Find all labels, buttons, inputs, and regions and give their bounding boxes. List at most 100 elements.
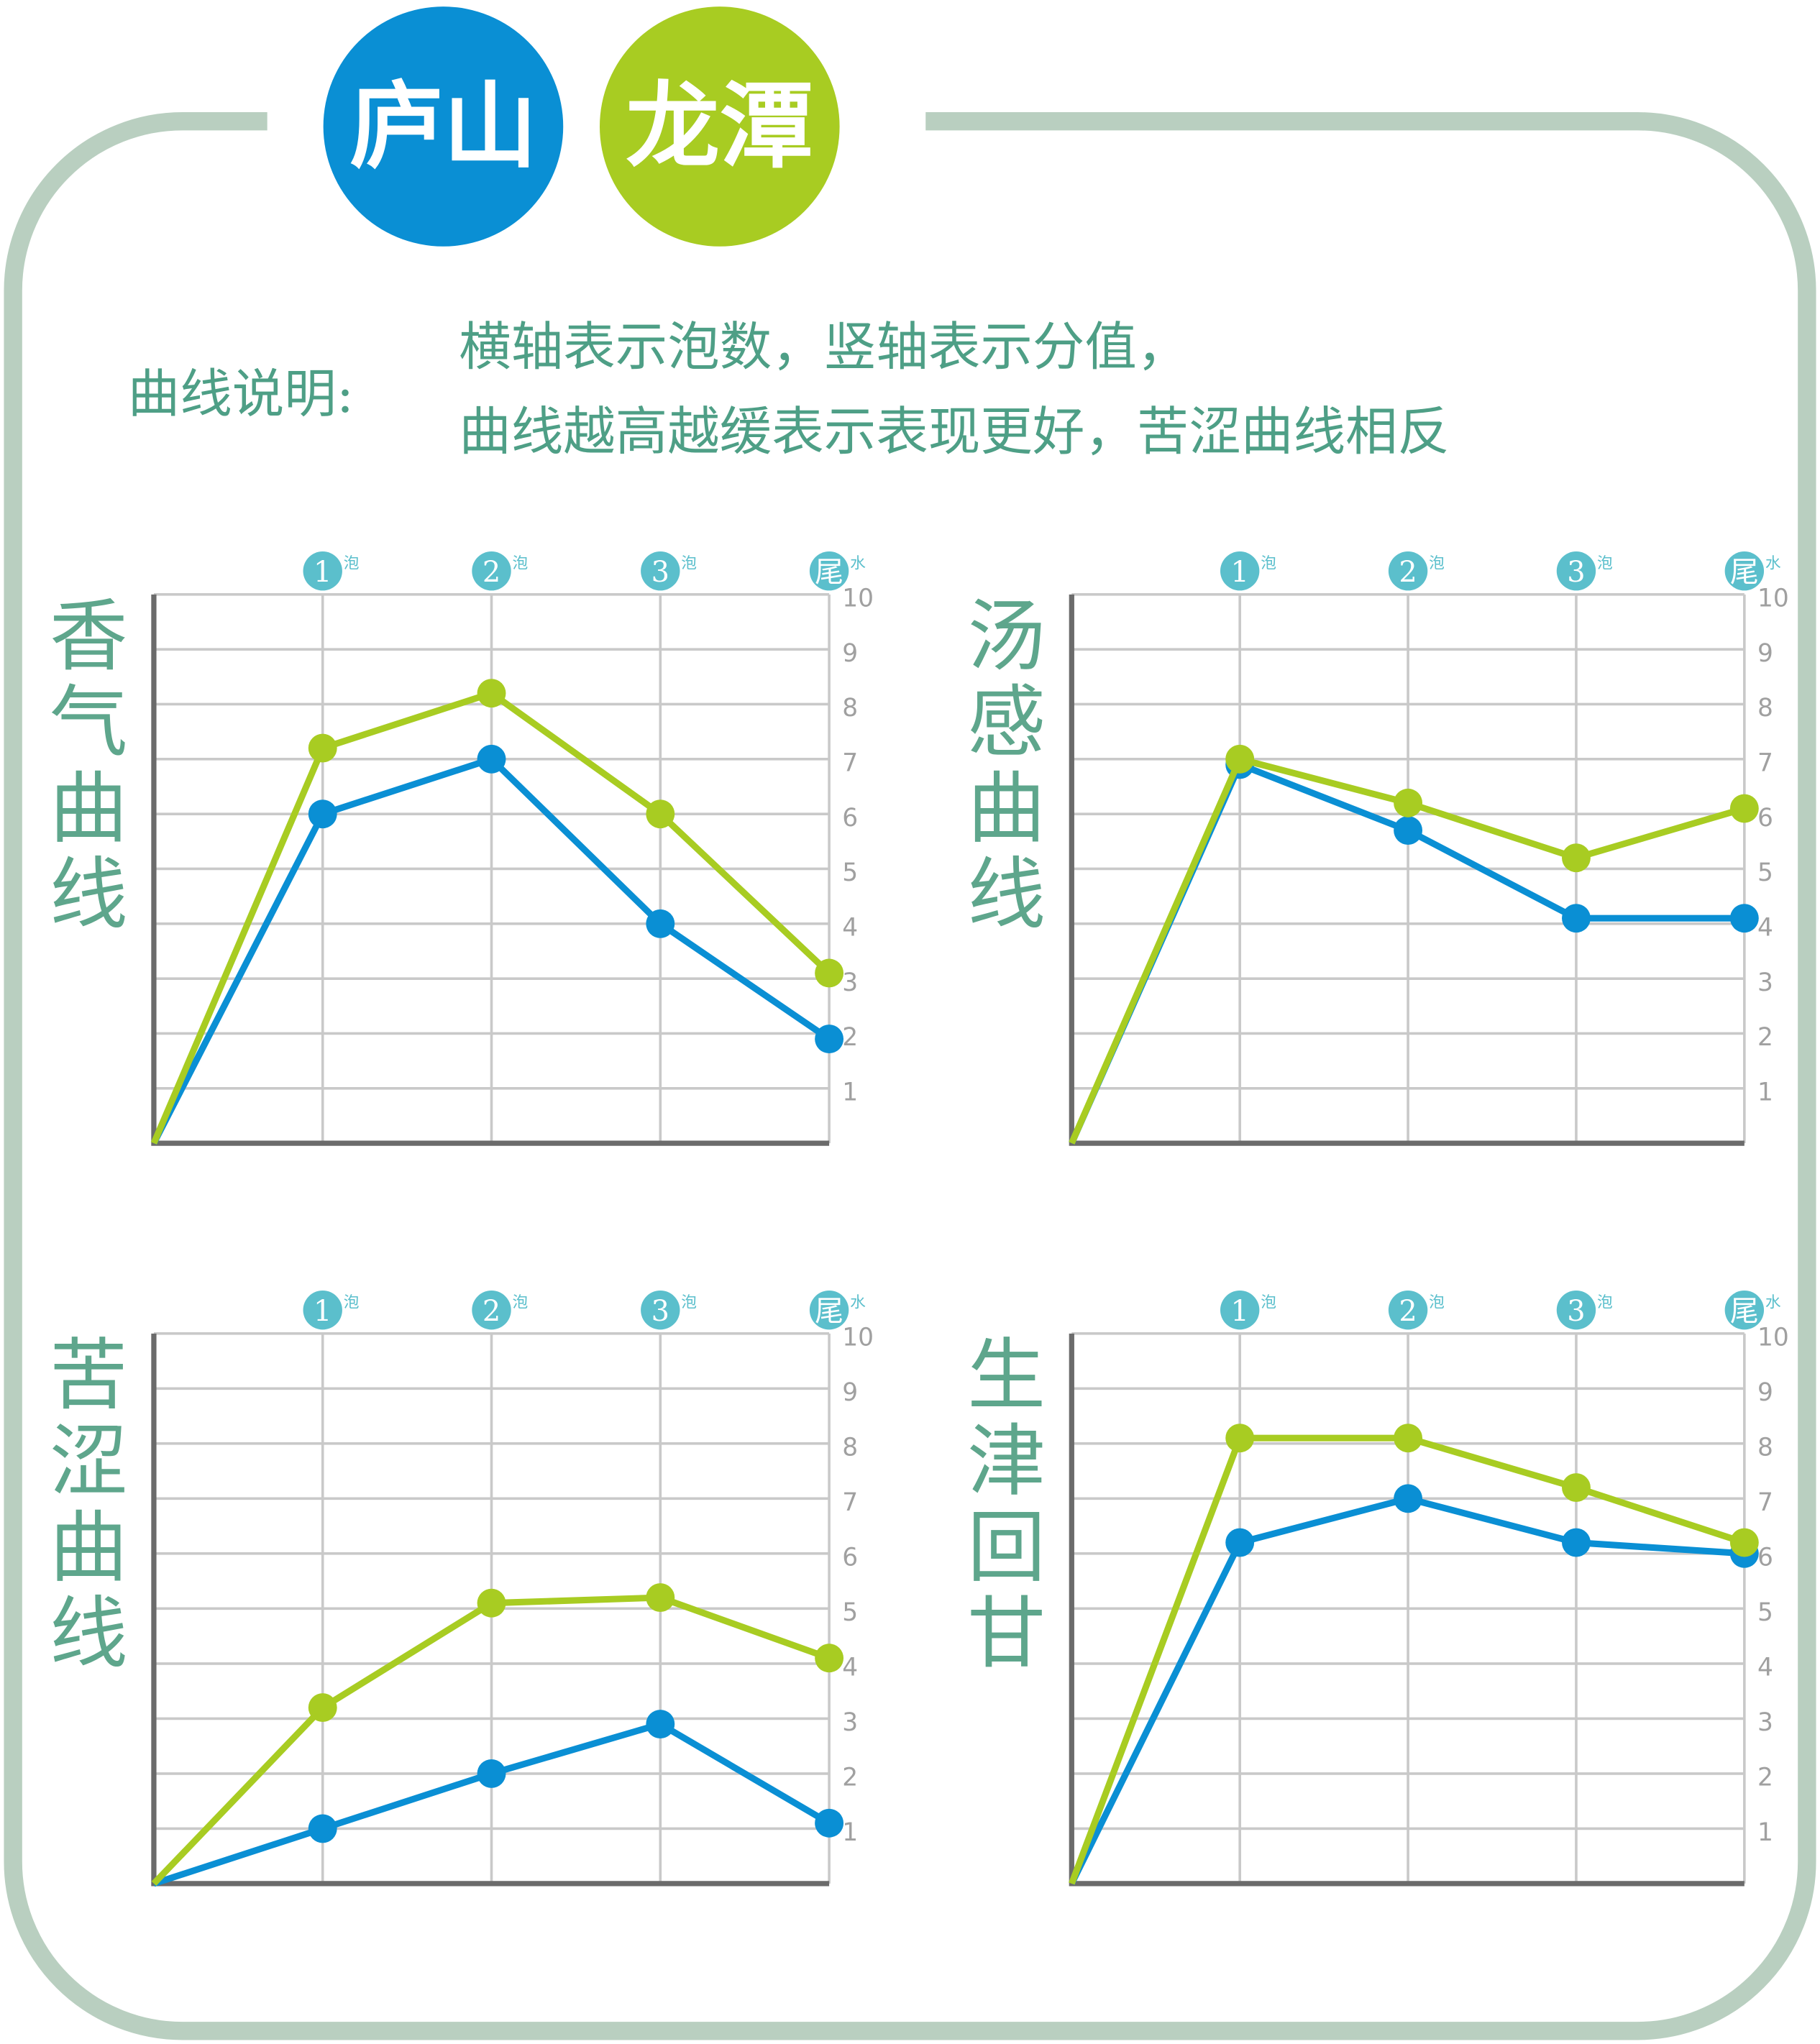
x-tick-marker — [1220, 1290, 1260, 1330]
x-tick-marker — [641, 1290, 680, 1330]
y-tick-label: 6 — [842, 1544, 858, 1572]
x-tick-unit: 泡 — [1261, 1294, 1276, 1312]
point — [477, 744, 506, 774]
y-tick-label: 1 — [842, 1078, 858, 1107]
x-tick-unit: 泡 — [513, 1294, 529, 1312]
point — [1729, 794, 1759, 823]
y-tick-label: 3 — [842, 968, 858, 997]
point — [646, 799, 675, 829]
y-tick-label: 2 — [1757, 1764, 1773, 1792]
y-tick-label: 8 — [842, 694, 858, 723]
point — [1562, 843, 1591, 873]
x-tick-label: 2 — [1399, 1295, 1417, 1328]
x-tick-label: 3 — [651, 1295, 669, 1328]
point — [1394, 1424, 1423, 1453]
x-tick-label: 1 — [314, 1295, 331, 1328]
x-tick-marker — [1556, 1290, 1596, 1330]
x-tick-unit: 水 — [850, 555, 866, 573]
y-tick-label: 5 — [842, 1598, 858, 1627]
y-tick-label: 7 — [1757, 749, 1773, 778]
x-tick-marker — [472, 1290, 511, 1330]
x-tick-label: 尾 — [1730, 556, 1759, 589]
x-tick-label: 1 — [1231, 1295, 1249, 1328]
x-tick-marker — [303, 551, 342, 591]
point — [1225, 744, 1255, 774]
point — [1729, 904, 1759, 933]
x-tick-marker — [809, 551, 849, 591]
x-tick-marker — [1724, 551, 1765, 591]
x-tick-label: 2 — [483, 556, 500, 589]
x-tick-marker — [1556, 551, 1596, 591]
note-line: 曲线越高越缓表示表现更好，苦涩曲线相反 — [459, 403, 1450, 463]
x-tick-unit: 水 — [1765, 555, 1781, 573]
point — [308, 1814, 337, 1843]
legend-label: 龙潭 — [626, 72, 813, 181]
x-tick-label: 2 — [483, 1295, 500, 1328]
point — [815, 1025, 844, 1054]
note-line: 横轴表示泡数，竖轴表示分值， — [459, 318, 1189, 378]
x-tick-label: 尾 — [815, 556, 843, 589]
x-tick-label: 1 — [1231, 556, 1249, 589]
x-tick-unit: 泡 — [1261, 555, 1276, 573]
y-tick-label: 8 — [1757, 1434, 1773, 1462]
legend-badge — [323, 6, 564, 247]
y-tick-label: 2 — [842, 1023, 858, 1052]
point — [646, 1583, 675, 1613]
y-tick-label: 3 — [1757, 968, 1773, 997]
y-tick-label: 10 — [842, 1324, 874, 1352]
chart-title: 香气曲线 — [37, 595, 128, 939]
y-tick-label: 5 — [1757, 858, 1773, 887]
y-tick-label: 5 — [842, 858, 858, 887]
y-tick-label: 1 — [1757, 1818, 1773, 1847]
x-tick-label: 1 — [314, 556, 331, 589]
x-tick-unit: 水 — [850, 1294, 866, 1312]
x-tick-unit: 泡 — [681, 555, 697, 573]
y-tick-label: 9 — [1757, 639, 1773, 668]
y-tick-label: 6 — [842, 804, 858, 833]
x-tick-label: 尾 — [1730, 1295, 1759, 1328]
point — [308, 799, 337, 829]
point — [646, 1710, 675, 1738]
y-tick-label: 8 — [1757, 694, 1773, 723]
y-tick-label: 2 — [842, 1764, 858, 1792]
x-tick-unit: 泡 — [1429, 1294, 1445, 1312]
point — [477, 679, 506, 708]
y-tick-label: 6 — [1757, 804, 1773, 833]
y-tick-label: 4 — [1757, 914, 1773, 943]
point — [1562, 1528, 1591, 1557]
x-tick-label: 3 — [651, 556, 669, 589]
point — [1394, 1484, 1423, 1513]
y-tick-label: 7 — [842, 1488, 858, 1517]
legend-label: 庐山 — [349, 72, 537, 181]
x-tick-marker — [809, 1290, 849, 1330]
y-tick-label: 3 — [1757, 1708, 1773, 1737]
point — [1729, 1528, 1759, 1557]
point — [477, 1759, 506, 1788]
point — [308, 1693, 337, 1723]
y-tick-label: 4 — [842, 1654, 858, 1682]
chart-title: 汤感曲线 — [954, 595, 1046, 939]
x-tick-unit: 泡 — [1597, 1294, 1613, 1312]
y-tick-label: 9 — [842, 639, 858, 668]
point — [477, 1588, 506, 1618]
y-tick-label: 1 — [842, 1818, 858, 1847]
x-tick-marker — [641, 551, 680, 591]
y-tick-label: 6 — [1757, 1544, 1773, 1572]
y-tick-label: 4 — [1757, 1654, 1773, 1682]
x-tick-unit: 泡 — [1597, 555, 1613, 573]
chart-title: 生津回甘 — [954, 1334, 1046, 1678]
y-tick-label: 9 — [842, 1378, 858, 1407]
point — [1225, 1528, 1255, 1557]
x-tick-unit: 泡 — [681, 1294, 697, 1312]
legend-badge — [599, 6, 840, 247]
x-tick-label: 2 — [1399, 556, 1417, 589]
x-tick-unit: 水 — [1765, 1294, 1781, 1312]
x-tick-label: 3 — [1567, 1295, 1585, 1328]
y-tick-label: 10 — [1757, 585, 1789, 613]
y-tick-label: 7 — [1757, 1488, 1773, 1517]
legend: 庐山 龙潭 — [323, 6, 840, 247]
x-tick-unit: 泡 — [344, 555, 360, 573]
x-tick-label: 尾 — [815, 1295, 843, 1328]
y-tick-label: 5 — [1757, 1598, 1773, 1627]
